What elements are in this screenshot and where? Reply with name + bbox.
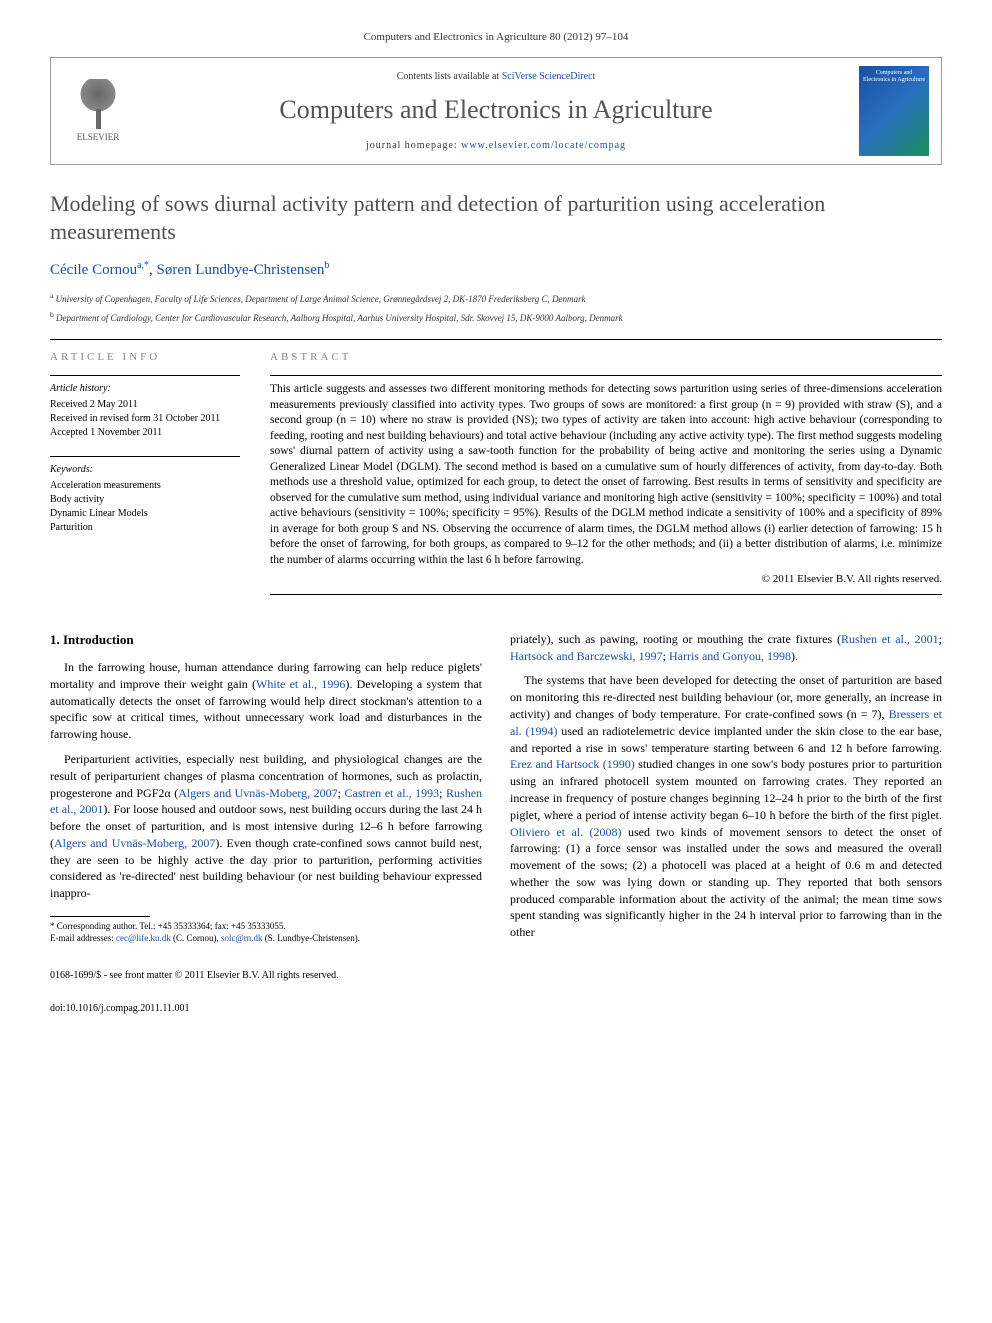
p3-pre: priately), such as pawing, rooting or mo…	[510, 632, 841, 646]
author-2-sup: b	[324, 260, 329, 271]
keyword-0: Acceleration measurements	[50, 479, 240, 493]
info-rule-1	[50, 375, 240, 376]
email-link-2[interactable]: solc@rn.dk	[221, 933, 263, 943]
email-footnote: E-mail addresses: cec@life.ku.dk (C. Cor…	[50, 933, 482, 945]
ref-oliviero-2008[interactable]: Oliviero et al. (2008)	[510, 825, 622, 839]
emails-label: E-mail addresses:	[50, 933, 116, 943]
author-1-sup: a,*	[137, 260, 149, 271]
p4-mid1: used an radiotelemetric device implanted…	[510, 724, 942, 755]
header-center: Contents lists available at SciVerse Sci…	[133, 70, 859, 152]
received-line: Received 2 May 2011	[50, 398, 240, 412]
keyword-1: Body activity	[50, 493, 240, 507]
para-3-continued: priately), such as pawing, rooting or mo…	[510, 631, 942, 665]
paper-title: Modeling of sows diurnal activity patter…	[50, 190, 942, 245]
keywords-block: Keywords: Acceleration measurements Body…	[50, 463, 240, 535]
ref-rushen-2001b[interactable]: Rushen et al., 2001	[841, 632, 939, 646]
footnote-separator	[50, 916, 150, 917]
journal-cover-thumbnail: Computers and Electronics in Agriculture	[859, 66, 929, 156]
footer-copyright: 0168-1699/$ - see front matter © 2011 El…	[50, 969, 942, 982]
ref-castren-1993[interactable]: Castren et al., 1993	[345, 786, 440, 800]
revised-line: Received in revised form 31 October 2011	[50, 412, 240, 426]
cover-thumb-text: Computers and Electronics in Agriculture	[863, 70, 925, 83]
abstract-rule	[270, 375, 942, 376]
abstract-bottom-rule	[270, 594, 942, 595]
section-1-heading: 1. Introduction	[50, 631, 482, 649]
elsevier-logo: ELSEVIER	[63, 79, 133, 144]
contents-list-line: Contents lists available at SciVerse Sci…	[133, 70, 859, 84]
rule-above-info	[50, 339, 942, 340]
article-history-block: Article history: Received 2 May 2011 Rec…	[50, 382, 240, 440]
sciencedirect-link[interactable]: SciVerse ScienceDirect	[502, 71, 596, 82]
ref-algers-2007a[interactable]: Algers and Uvnäs-Moberg, 2007	[178, 786, 337, 800]
ref-algers-2007b[interactable]: Algers and Uvnäs-Moberg, 2007	[54, 836, 215, 850]
corresponding-author-footnote: * Corresponding author. Tel.: +45 353333…	[50, 921, 482, 933]
contents-prefix: Contents lists available at	[397, 71, 502, 82]
para-1: In the farrowing house, human attendance…	[50, 659, 482, 743]
p2-sep1: ;	[338, 786, 345, 800]
ref-white-1996[interactable]: White et al., 1996	[256, 677, 345, 691]
journal-header: ELSEVIER Contents lists available at Sci…	[50, 57, 942, 165]
affiliation-b: b Department of Cardiology, Center for C…	[50, 310, 942, 325]
author-link-2[interactable]: Søren Lundbye-Christensen	[157, 262, 325, 278]
keyword-3: Parturition	[50, 521, 240, 535]
p2-sep2: ;	[439, 786, 446, 800]
ref-harris-1998[interactable]: Harris and Gonyou, 1998	[669, 649, 791, 663]
para-2: Periparturient activities, especially ne…	[50, 751, 482, 902]
body-column-right: priately), such as pawing, rooting or mo…	[510, 631, 942, 949]
p3-sep1: ;	[939, 632, 942, 646]
elsevier-label: ELSEVIER	[77, 131, 120, 144]
history-label: Article history:	[50, 382, 240, 396]
ref-erez-1990[interactable]: Erez and Hartsock (1990)	[510, 757, 635, 771]
para-4: The systems that have been developed for…	[510, 672, 942, 941]
article-info-column: ARTICLE INFO Article history: Received 2…	[50, 350, 240, 601]
abstract-column: ABSTRACT This article suggests and asses…	[270, 350, 942, 601]
email1-who: (C. Cornou),	[171, 933, 221, 943]
email2-who: (S. Lundbye-Christensen).	[263, 933, 360, 943]
journal-reference: Computers and Electronics in Agriculture…	[50, 30, 942, 45]
journal-homepage-line: journal homepage: www.elsevier.com/locat…	[133, 139, 859, 153]
affil-a-text: University of Copenhagen, Faculty of Lif…	[56, 294, 586, 304]
keyword-2: Dynamic Linear Models	[50, 507, 240, 521]
footer-doi: doi:10.1016/j.compag.2011.11.001	[50, 1002, 942, 1015]
ref-hartsock-1997[interactable]: Hartsock and Barczewski, 1997	[510, 649, 663, 663]
homepage-prefix: journal homepage:	[366, 140, 461, 151]
p4-pre: The systems that have been developed for…	[510, 673, 942, 721]
journal-homepage-link[interactable]: www.elsevier.com/locate/compag	[461, 140, 626, 151]
abstract-text: This article suggests and assesses two d…	[270, 382, 942, 568]
journal-title: Computers and Electronics in Agriculture	[133, 92, 859, 128]
elsevier-tree-icon	[73, 79, 123, 129]
author-link-1[interactable]: Cécile Cornou	[50, 262, 137, 278]
abstract-copyright: © 2011 Elsevier B.V. All rights reserved…	[270, 572, 942, 587]
p3-post: ).	[791, 649, 798, 663]
email-link-1[interactable]: cec@life.ku.dk	[116, 933, 171, 943]
affiliation-a: a University of Copenhagen, Faculty of L…	[50, 291, 942, 306]
keywords-label: Keywords:	[50, 463, 240, 477]
abstract-heading: ABSTRACT	[270, 350, 942, 365]
info-abstract-row: ARTICLE INFO Article history: Received 2…	[50, 350, 942, 601]
accepted-line: Accepted 1 November 2011	[50, 426, 240, 440]
authors-line: Cécile Cornoua,*, Søren Lundbye-Christen…	[50, 259, 942, 281]
affil-b-text: Department of Cardiology, Center for Car…	[56, 313, 623, 323]
p4-post: used two kinds of movement sensors to de…	[510, 825, 942, 940]
body-column-left: 1. Introduction In the farrowing house, …	[50, 631, 482, 949]
body-columns: 1. Introduction In the farrowing house, …	[50, 631, 942, 949]
article-info-heading: ARTICLE INFO	[50, 350, 240, 365]
info-rule-2	[50, 456, 240, 457]
